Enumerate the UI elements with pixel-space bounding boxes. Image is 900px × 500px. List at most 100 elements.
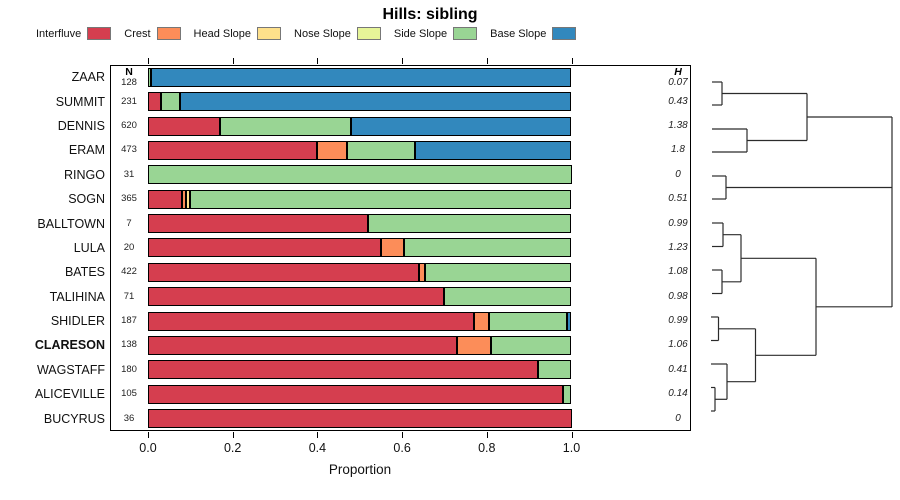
bar-segment-side-slope	[488, 311, 568, 331]
n-value: 620	[121, 120, 137, 132]
bar-segment-interfluve	[148, 360, 538, 380]
h-value: 0.99	[668, 315, 688, 327]
h-value: 0.98	[668, 290, 688, 302]
tick-label: 0.4	[308, 441, 327, 455]
legend-label: Nose Slope	[294, 27, 351, 40]
n-value: 187	[121, 315, 137, 327]
row-label: TALIHINA	[49, 289, 105, 304]
bar-segment-side-slope	[368, 214, 572, 234]
bar-segment-side-slope	[190, 189, 572, 209]
row-label: CLARESON	[34, 338, 105, 353]
legend-swatch	[87, 27, 112, 40]
n-value: 71	[123, 290, 135, 302]
n-value: 128	[121, 77, 137, 89]
n-value: 231	[121, 95, 137, 107]
legend-item: Base Slope	[490, 27, 577, 40]
legend-label: Interfluve	[36, 27, 82, 40]
bar-segment-interfluve	[148, 214, 369, 234]
bar-segment-crest	[419, 262, 426, 282]
n-value: 105	[121, 388, 137, 400]
n-value: 31	[123, 168, 135, 180]
bar-segment-base-slope	[567, 311, 572, 331]
legend-item: Crest	[124, 27, 181, 40]
bar-segment-side-slope	[444, 287, 572, 307]
bar-segment-interfluve	[148, 384, 564, 404]
plot-frame	[110, 65, 691, 431]
n-value: 422	[121, 266, 137, 278]
chart-title: Hills: sibling	[382, 6, 478, 23]
n-value: 473	[121, 144, 137, 156]
tick-label: 0.8	[478, 441, 496, 455]
h-value: 1.23	[668, 241, 688, 253]
bar-segment-base-slope	[414, 140, 572, 160]
row-label: LULA	[73, 240, 105, 255]
bar-segment-crest	[317, 140, 348, 160]
h-value: 0	[675, 168, 681, 180]
tick-label: 0.2	[223, 441, 242, 455]
bar-segment-interfluve	[148, 189, 182, 209]
h-value: 0.51	[668, 193, 688, 205]
legend-swatch	[156, 27, 181, 40]
top-tick	[317, 58, 319, 64]
bottom-tick	[571, 432, 573, 438]
row-label: SHIDLER	[50, 314, 105, 329]
bar-segment-side-slope	[219, 116, 352, 136]
bottom-tick	[232, 432, 234, 438]
legend-item: Interfluve	[36, 27, 112, 40]
bar-segment-side-slope	[148, 67, 152, 87]
h-value: 0.43	[668, 95, 688, 107]
legend-swatch	[552, 27, 577, 40]
row-label: ZAAR	[71, 70, 105, 85]
n-column-header: N	[125, 66, 133, 78]
tick-label: 0.6	[393, 441, 411, 455]
legend-label: Side Slope	[393, 27, 448, 40]
legend-swatch	[257, 27, 282, 40]
bar-segment-crest	[181, 189, 187, 209]
bar-segment-base-slope	[151, 67, 572, 87]
n-value: 365	[121, 193, 137, 205]
tick-label: 1.0	[562, 441, 581, 455]
tick-label: 0.0	[139, 441, 157, 455]
row-label: RINGO	[64, 167, 105, 182]
h-value: 1.06	[668, 339, 688, 351]
bottom-tick	[148, 432, 149, 438]
row-label: DENNIS	[57, 119, 105, 134]
bottom-tick	[486, 432, 488, 438]
h-value: 0	[675, 412, 681, 424]
bar-segment-interfluve	[148, 140, 318, 160]
legend-item: Head Slope	[194, 27, 282, 40]
bar-segment-interfluve	[148, 92, 161, 112]
x-axis-label: Proportion	[328, 462, 392, 477]
bar-segment-side-slope	[404, 238, 572, 258]
n-value: 180	[121, 363, 137, 375]
legend-swatch	[356, 27, 381, 40]
row-label: BALLTOWN	[37, 216, 105, 231]
bar-segment-crest	[380, 238, 405, 258]
bar-segment-crest	[457, 335, 492, 355]
legend-item: Nose Slope	[294, 27, 381, 40]
h-value: 1.08	[668, 266, 688, 278]
h-value: 0.99	[668, 217, 688, 229]
top-tick	[148, 58, 149, 64]
h-value: 0.07	[668, 77, 688, 89]
h-column-header: H	[674, 66, 682, 78]
h-value: 1.8	[671, 144, 685, 156]
legend-item: Side Slope	[393, 27, 478, 40]
bar-segment-interfluve	[148, 238, 381, 258]
bar-segment-side-slope	[160, 92, 180, 112]
row-label: BUCYRUS	[43, 411, 105, 426]
bar-segment-interfluve	[148, 409, 572, 429]
bar-segment-interfluve	[148, 287, 445, 307]
legend: Interfluve Crest Head Slope Nose Slope Side …	[36, 27, 577, 40]
n-value: 36	[123, 412, 135, 424]
top-tick	[232, 58, 234, 64]
row-label: WAGSTAFF	[36, 362, 105, 377]
bottom-tick	[402, 432, 404, 438]
bar-segment-interfluve	[148, 116, 220, 136]
h-value: 0.41	[668, 363, 688, 375]
bar-segment-interfluve	[148, 262, 420, 282]
legend-swatch	[453, 27, 478, 40]
bar-segment-base-slope	[351, 116, 572, 136]
bar-segment-side-slope	[347, 140, 415, 160]
